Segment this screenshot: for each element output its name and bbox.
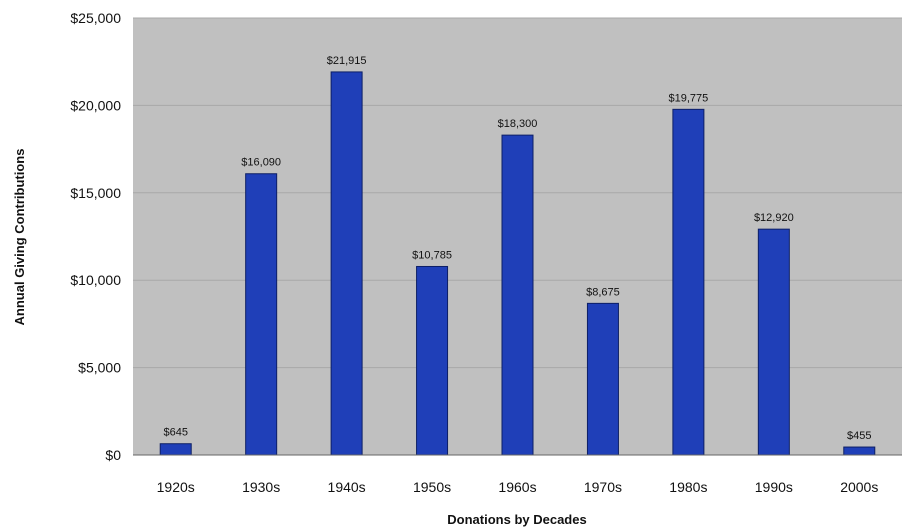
x-tick-label-1960s: 1960s (498, 479, 536, 495)
x-axis-ticks: 1920s 1930s 1940s 1950s 1960s 1970s 1980s 1990s… (157, 479, 879, 495)
data-labels: $645 $16,090 $21,915 $10,785 $18,300 $8,675 $1… (163, 55, 871, 442)
x-tick-label-2000s: 2000s (840, 479, 878, 495)
x-tick-label-1970s: 1970s (584, 479, 622, 495)
bar-2000s (843, 446, 876, 456)
y-axis-ticks: $0 $5,000 $10,000 $15,000 $20,000 $25,000 (70, 10, 121, 463)
bar-1970s (586, 302, 619, 456)
y-tick-label: $0 (105, 447, 121, 463)
data-label-1960s: $18,300 (498, 118, 538, 130)
x-tick-label-1940s: 1940s (328, 479, 366, 495)
x-tick-label-1990s: 1990s (755, 479, 793, 495)
y-tick-label: $25,000 (70, 10, 121, 26)
bars (159, 71, 876, 456)
y-axis-title: Annual Giving Contributions (12, 149, 27, 326)
y-tick-label: $5,000 (78, 360, 121, 376)
data-label-1920s: $645 (163, 427, 187, 439)
x-axis-title: Donations by Decades (447, 512, 586, 527)
x-tick-label-1980s: 1980s (669, 479, 707, 495)
data-label-1930s: $16,090 (241, 157, 281, 169)
data-label-2000s: $455 (847, 430, 871, 442)
x-tick-label-1920s: 1920s (157, 479, 195, 495)
data-label-1970s: $8,675 (586, 286, 620, 298)
x-tick-label-1930s: 1930s (242, 479, 280, 495)
bar-1930s (245, 173, 278, 456)
bar-1920s (159, 443, 192, 456)
bar-1950s (416, 265, 449, 456)
data-label-1940s: $21,915 (327, 55, 367, 67)
data-label-1950s: $10,785 (412, 249, 452, 261)
y-tick-label: $10,000 (70, 272, 121, 288)
y-tick-label: $15,000 (70, 185, 121, 201)
bar-1940s (330, 71, 363, 456)
x-tick-label-1950s: 1950s (413, 479, 451, 495)
bar-1990s (757, 228, 790, 456)
y-tick-label: $20,000 (70, 97, 121, 113)
data-label-1980s: $19,775 (669, 92, 709, 104)
bar-1980s (672, 108, 705, 456)
data-label-1990s: $12,920 (754, 212, 794, 224)
bar-1960s (501, 134, 534, 456)
